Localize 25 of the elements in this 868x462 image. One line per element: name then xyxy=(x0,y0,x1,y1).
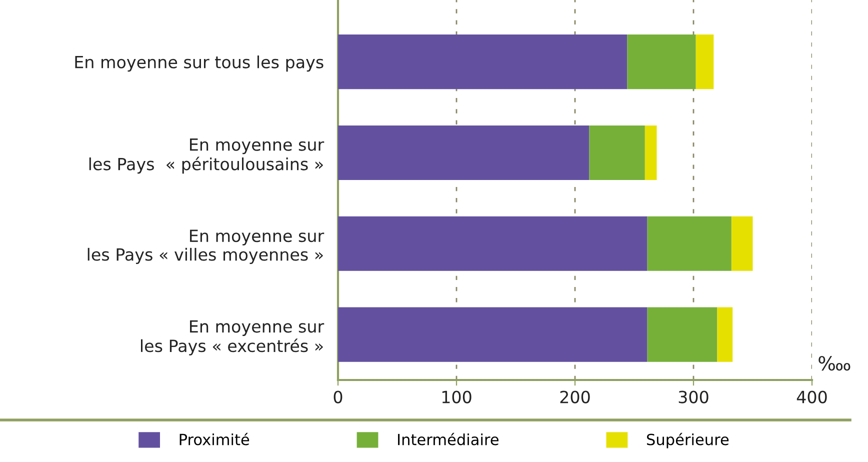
legend-label: Proximité xyxy=(180,432,250,446)
bar xyxy=(627,34,696,90)
legend-label: Supérieure xyxy=(646,432,729,448)
bar xyxy=(731,216,753,271)
x-tick-label: 300 xyxy=(678,390,708,404)
x-tick-label: 0 xyxy=(334,390,342,404)
bar xyxy=(338,307,648,362)
bar xyxy=(589,125,645,180)
y-tick-label: En moyenne sur les Pays « villes moyennes » xyxy=(88,230,324,264)
y-tick-label: En moyenne sur les Pays « excentrés » xyxy=(141,320,324,356)
bar xyxy=(717,307,733,362)
x-tick-label: 200 xyxy=(560,390,590,404)
y-tick-label: En moyenne sur tous les pays xyxy=(75,55,324,72)
bar xyxy=(338,34,628,90)
bar xyxy=(696,34,714,90)
bar xyxy=(338,216,648,271)
legend-label: Intermédiaire xyxy=(398,432,498,446)
bar xyxy=(647,216,732,271)
bar xyxy=(644,125,657,180)
bar xyxy=(338,125,590,180)
x-tick-label: 400 xyxy=(796,390,827,404)
y-tick-label: En moyenne sur les Pays « péritoulousains » xyxy=(89,138,324,174)
x-tick-label: 100 xyxy=(442,390,472,404)
x-axis-title: ‱ xyxy=(818,356,850,371)
bar xyxy=(647,307,718,362)
